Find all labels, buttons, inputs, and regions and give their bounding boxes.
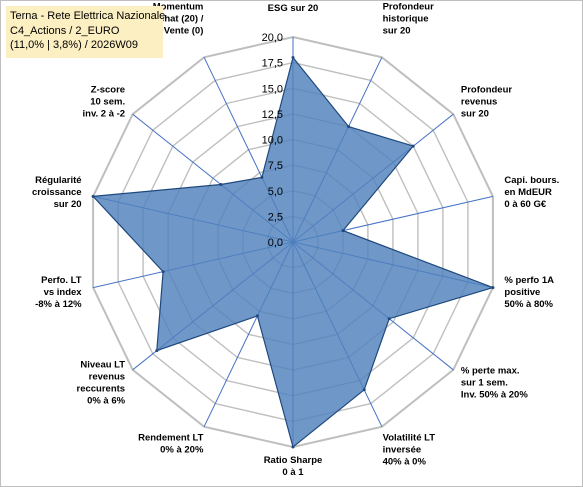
axis-label-line: Capi. bours. <box>504 175 559 186</box>
axis-label-line: revenus <box>461 97 497 108</box>
axis-label-line: Profondeur <box>383 1 434 12</box>
company-name: Terna - Rete Elettrica Nazionale <box>10 10 166 22</box>
axis-label: NoteESG sur 20 <box>268 0 319 14</box>
axis-label-line: inversée <box>383 445 422 456</box>
axis-label-line: inv. 2 à -2 <box>83 109 126 120</box>
axis-label: Rendement LT 0% à 20% <box>138 433 204 456</box>
axis-label: Z-score 10 sem. inv. 2 à -2 <box>83 85 126 120</box>
axis-label-line: sur 20 <box>461 109 489 120</box>
axis-label-line: croissance <box>32 187 82 198</box>
axis-label-line: sur 20 <box>383 25 411 36</box>
axis-label-line: Régularité <box>35 175 81 186</box>
axis-label: Profondeur revenus sur 20 <box>461 85 512 120</box>
data-point <box>161 270 165 274</box>
data-point <box>155 349 159 353</box>
data-point <box>411 144 415 148</box>
axis-label-line: Profondeur <box>461 85 512 96</box>
axis-label-line: 0% à 20% <box>160 445 204 456</box>
tick-label: 10,0 <box>262 135 283 147</box>
axis-label-line: 50% à 80% <box>504 299 553 310</box>
data-point <box>91 194 95 198</box>
radar-series <box>91 56 495 449</box>
data-point <box>362 388 366 392</box>
axis-label-line: % perte max. <box>461 365 520 376</box>
axis-label: Perfo. LT vs index -8% à 12% <box>35 275 82 310</box>
performance-week-label: (11,0% | 3,8%) / 2026W09 <box>10 39 138 51</box>
data-point <box>260 175 264 179</box>
axis-label-line: sur 20 <box>54 199 82 210</box>
data-point <box>347 125 351 129</box>
axis-label-line: 0 à 1 <box>282 467 304 478</box>
tick-label: 17,5 <box>262 58 283 70</box>
data-point <box>491 286 495 290</box>
axis-label-line: positive <box>504 287 540 298</box>
tick-label: 0,0 <box>268 237 283 249</box>
axis-label-line: 0 à 60 G€ <box>504 199 546 210</box>
axis-label-line: Note <box>282 0 303 2</box>
axis-label: Profondeur historique sur 20 <box>383 1 434 36</box>
axis-label-line: reccurents <box>77 383 126 394</box>
tick-label: 2,5 <box>268 211 283 223</box>
axis-label-line: Niveau LT <box>80 359 125 370</box>
tick-label: 7,5 <box>268 160 283 172</box>
axis-label-line: Z-score <box>91 85 125 96</box>
axis-label-line: Vente (0) <box>164 25 204 36</box>
axis-label-line: Inv. 50% à 20% <box>461 389 528 400</box>
tick-label: 12,5 <box>262 109 283 121</box>
axis-label-line: Volatilité LT <box>383 433 436 444</box>
axis-label-line: Momentum <box>153 1 204 12</box>
axis-label: Capi. bours. en MdEUR 0 à 60 G€ <box>504 175 559 210</box>
axis-label: Niveau LT revenus reccurents 0% à 6% <box>77 359 126 406</box>
axis-label-line: 40% à 0% <box>383 457 427 468</box>
data-point <box>219 183 223 186</box>
axis-label-line: Rendement LT <box>138 433 203 444</box>
axis-label-line: revenus <box>89 371 125 382</box>
axis-label-line: 0% à 6% <box>87 395 126 406</box>
data-point <box>291 445 295 449</box>
tick-label: 20,0 <box>262 32 283 44</box>
radial-tick-labels: 0,0 2,5 5,0 7,5 10,0 12,5 15,0 17,5 20,0 <box>262 32 283 249</box>
axis-label-line: % perfo 1A <box>504 275 554 286</box>
axis-label: Volatilité LT inversée 40% à 0% <box>383 433 436 468</box>
axis-label-line: Perfo. LT <box>41 275 82 286</box>
data-point <box>387 317 391 321</box>
data-point <box>291 56 295 59</box>
series-area <box>91 56 495 449</box>
axis-label-line: ESG sur 20 <box>268 3 319 14</box>
info-box: Terna - Rete Elettrica Nazionale C4_Acti… <box>6 6 166 58</box>
axis-label-line: Achat (20) / <box>152 13 204 24</box>
axis-label-line: -8% à 12% <box>35 299 82 310</box>
data-point <box>341 229 345 233</box>
axis-label-line: Ratio Sharpe <box>264 455 323 466</box>
tick-label: 15,0 <box>262 83 283 95</box>
axis-label: Régularité croissance sur 20 <box>32 175 82 210</box>
data-point <box>255 314 259 318</box>
axis-label-line: en MdEUR <box>504 187 552 198</box>
tick-label: 5,0 <box>268 186 283 198</box>
axis-label: % perfo 1A positive 50% à 80% <box>504 275 554 310</box>
axis-label: Ratio Sharpe 0 à 1 <box>264 455 323 478</box>
axis-label-line: 10 sem. <box>90 97 125 108</box>
axis-label-line: vs index <box>44 287 83 298</box>
axis-label: % perte max. sur 1 sem. Inv. 50% à 20% <box>461 365 528 400</box>
category-label: C4_Actions / 2_EURO <box>10 24 120 37</box>
axis-label: Momentum Achat (20) / Vente (0) <box>152 1 204 36</box>
axis-label-line: sur 1 sem. <box>461 377 508 388</box>
axis-label-line: historique <box>383 13 429 24</box>
